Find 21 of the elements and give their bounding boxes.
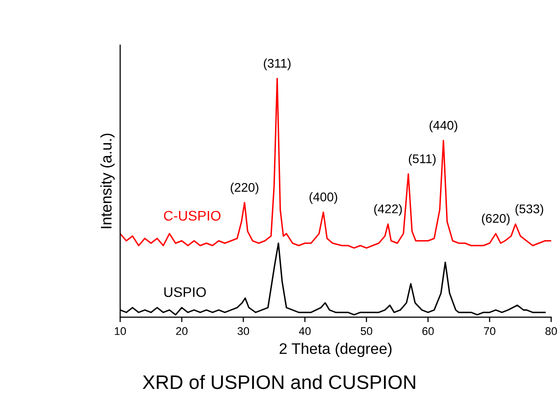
annotation: (533): [516, 204, 544, 216]
annotation: (311): [264, 58, 291, 70]
x-tick-label: 50: [360, 327, 372, 336]
x-tick-label: 60: [422, 327, 434, 336]
x-tick-label: 40: [298, 327, 311, 336]
annotation: (422): [374, 204, 402, 216]
x-axis-title: 2 Theta (degree): [280, 342, 392, 358]
annotation: (220): [230, 182, 258, 194]
series-label: C-USPIO: [164, 210, 220, 221]
x-tick-label: 30: [238, 327, 250, 336]
annotation: (440): [430, 120, 458, 132]
x-tick-label: 80: [545, 327, 557, 336]
text: XRD of USPION and CUSPION: [142, 374, 416, 390]
series-label: USPIO: [164, 287, 206, 298]
annotation: (511): [408, 154, 436, 166]
annotation: (620): [482, 214, 510, 226]
annotation: (400): [310, 192, 338, 204]
x-tick-label: 70: [484, 327, 496, 336]
y-axis-title: Intensity (a.u.): [100, 134, 115, 228]
x-tick-label: 10: [114, 327, 126, 336]
x-tick-label: 20: [176, 327, 188, 336]
